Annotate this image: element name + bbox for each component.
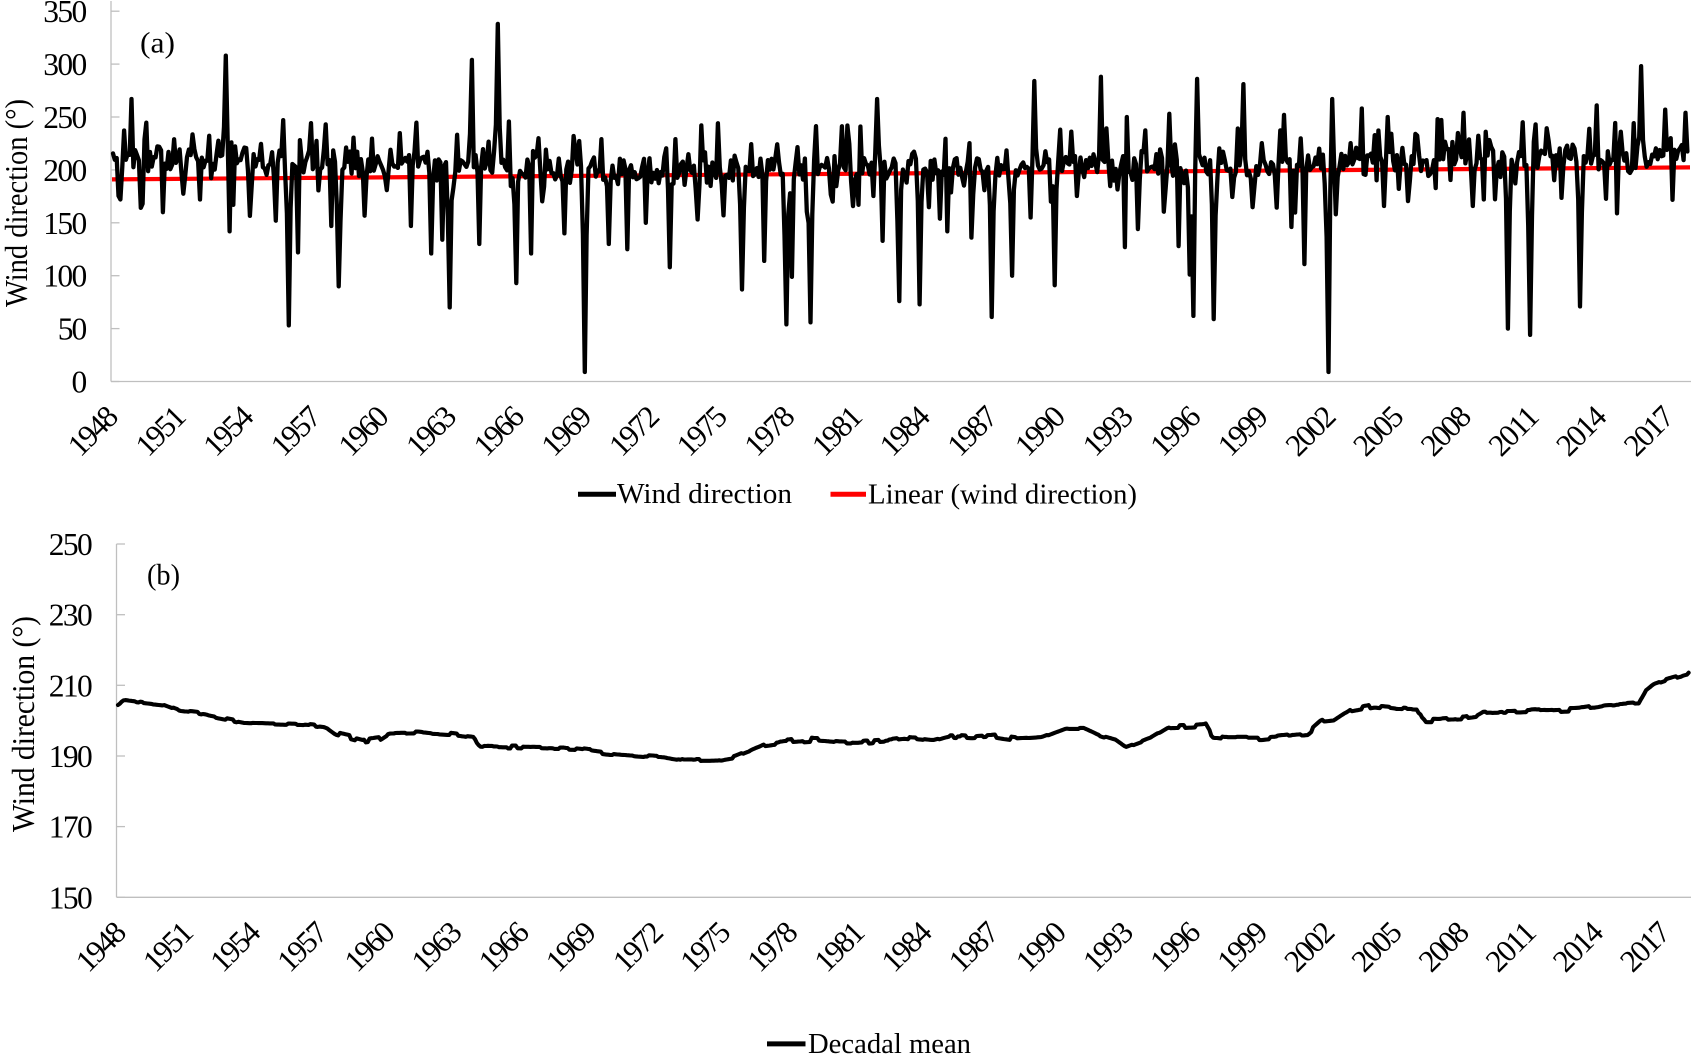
svg-text:Decadal mean: Decadal mean [808, 1029, 971, 1059]
svg-text:230: 230 [49, 598, 93, 633]
svg-text:Linear (wind direction): Linear (wind direction) [868, 480, 1137, 511]
svg-text:50: 50 [58, 312, 88, 347]
svg-text:100: 100 [43, 259, 87, 294]
svg-text:200: 200 [43, 153, 87, 188]
svg-text:250: 250 [43, 100, 87, 135]
svg-text:210: 210 [49, 668, 93, 703]
svg-text:(a): (a) [140, 26, 175, 59]
svg-text:Wind direction: Wind direction [617, 479, 792, 510]
svg-text:170: 170 [49, 810, 93, 845]
svg-text:300: 300 [43, 47, 87, 82]
svg-text:Wind direction (°): Wind direction (°) [0, 99, 34, 307]
svg-text:150: 150 [43, 206, 87, 241]
svg-text:190: 190 [49, 739, 93, 774]
svg-text:(b): (b) [147, 559, 180, 592]
svg-text:150: 150 [49, 880, 93, 915]
svg-text:Wind direction (°): Wind direction (°) [5, 616, 41, 832]
svg-text:0: 0 [71, 365, 87, 400]
svg-text:350: 350 [43, 0, 87, 29]
svg-text:250: 250 [49, 527, 93, 562]
